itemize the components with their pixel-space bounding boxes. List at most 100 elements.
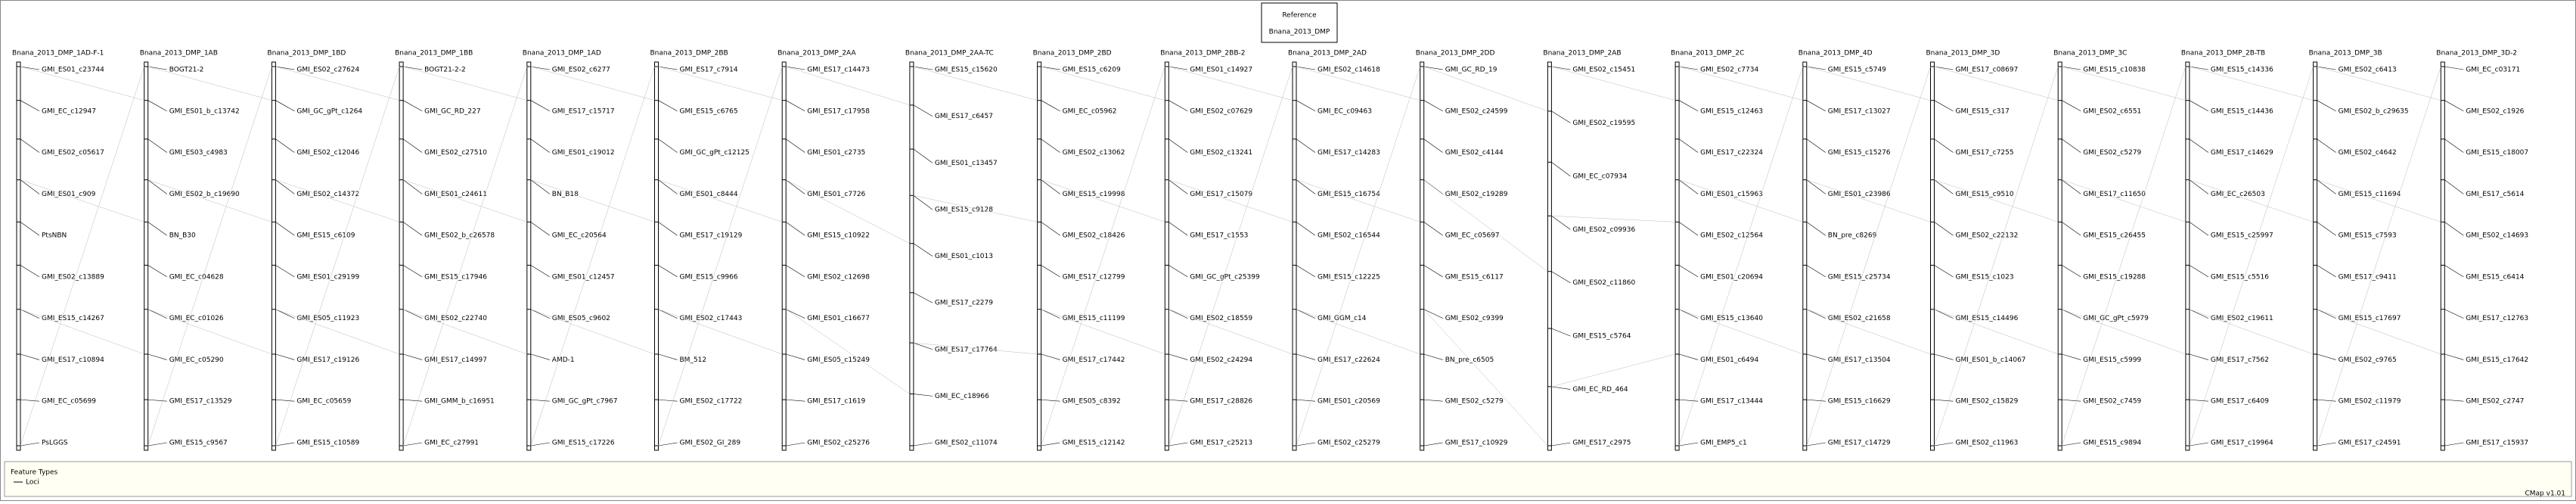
marker-leader <box>530 100 550 112</box>
marker-leader <box>1041 353 1060 360</box>
correspondence-line <box>1169 66 1293 446</box>
marker-label: GMI_ES01_c1013 <box>935 253 993 260</box>
marker-leader <box>1169 138 1188 153</box>
marker-leader <box>658 265 678 278</box>
correspondence-line <box>1423 309 1548 446</box>
marker-label: GMI_ES01_b_c13742 <box>169 107 240 115</box>
correspondence-line <box>530 66 655 101</box>
marker-label: GMI_ES17_c19964 <box>2211 440 2273 447</box>
marker-label: GMI_ES15_c14267 <box>42 315 104 322</box>
marker-leader <box>530 66 550 70</box>
marker-label: GMI_ES15_c5764 <box>1572 333 1631 341</box>
correspondence-line <box>2189 66 2314 446</box>
marker-leader <box>658 66 678 70</box>
correspondence-line <box>786 66 910 106</box>
marker-label: GMI_EC_c05697 <box>1445 232 1500 240</box>
marker-label: GMI_ES01_c20694 <box>1700 273 1763 281</box>
marker-leader <box>1296 353 1316 360</box>
marker-leader <box>147 309 167 319</box>
map-title: Bnana_2013_DMP_1AD <box>523 50 601 58</box>
correspondence-line <box>2062 309 2186 355</box>
correspondence-line <box>1934 309 2059 355</box>
marker-leader <box>1041 100 1060 112</box>
marker-label: GMI_ES17_c28826 <box>1190 398 1252 406</box>
marker-leader <box>2444 100 2464 112</box>
correspondence-line <box>1551 353 1676 387</box>
marker-leader <box>786 442 805 446</box>
marker-label: GMI_ES17_c17764 <box>935 346 998 353</box>
marker-label: GMI_ES02_c4144 <box>1445 149 1504 157</box>
map-title: Bnana_2013_DMP_3B <box>2309 50 2382 58</box>
marker-label: GMI_ES17_c12763 <box>2466 315 2528 322</box>
marker-label: GMI_ES02_c15451 <box>1572 67 1635 74</box>
marker-label: GMI_ES02_c6277 <box>552 67 610 74</box>
marker-label: GMI_ES02_c11860 <box>1572 279 1635 287</box>
marker-label: GMI_EC_c05659 <box>296 398 351 406</box>
map-title: Bnana_2013_DMP_2B-TB <box>2181 50 2265 58</box>
marker-label: GMI_ES15_c7593 <box>2339 232 2397 240</box>
marker-leader <box>2062 222 2081 236</box>
marker-leader <box>1296 399 1316 402</box>
marker-leader <box>530 399 550 402</box>
marker-label: GMI_ES01_c12457 <box>552 273 615 281</box>
marker-leader <box>147 265 167 278</box>
marker-label: BN_B18 <box>552 191 579 198</box>
marker-leader <box>786 66 805 70</box>
marker-leader <box>913 104 933 117</box>
correspondence-line <box>1041 66 1165 101</box>
map-title: Bnana_2013_DMP_4D <box>1799 50 1873 58</box>
reference-name: Bnana_2013_DMP <box>1269 29 1330 36</box>
marker-leader <box>2317 100 2336 112</box>
marker-leader <box>1423 353 1443 360</box>
marker-leader <box>1806 442 1826 446</box>
correspondence-line <box>2189 66 2314 101</box>
marker-leader <box>402 309 423 319</box>
correspondence-line <box>20 66 144 446</box>
map-title: Bnana_2013_DMP_2DD <box>1416 50 1495 58</box>
marker-leader <box>786 265 805 278</box>
correspondence-line <box>1551 66 1676 101</box>
marker-leader <box>275 100 295 112</box>
correspondence-line <box>1806 309 1931 355</box>
marker-leader <box>147 353 167 360</box>
marker-label: GMI_ES15_c17642 <box>2466 356 2528 364</box>
marker-label: GMI_EC_c27991 <box>424 440 479 447</box>
marker-leader <box>20 399 40 402</box>
correspondence-line <box>1041 309 1165 355</box>
marker-label: GMI_ES15_c14436 <box>2211 107 2273 115</box>
marker-leader <box>530 138 550 153</box>
marker-leader <box>402 265 423 278</box>
correspondence-line <box>658 66 783 446</box>
marker-label: GMI_ES01_c14927 <box>1190 67 1252 74</box>
marker-label: GMI_EC_c18966 <box>935 393 989 400</box>
legend-title: Feature Types <box>11 469 58 477</box>
correspondence-line <box>913 342 1038 355</box>
marker-label: GMI_EC_c07934 <box>1572 173 1627 180</box>
marker-leader <box>1934 442 1954 446</box>
marker-label: GMI_ES17_c6457 <box>935 113 993 120</box>
marker-leader <box>2317 222 2336 236</box>
marker-leader <box>20 100 40 112</box>
marker-leader <box>275 265 295 278</box>
marker-label: GMI_EC_c20564 <box>552 232 607 240</box>
marker-leader <box>2189 222 2209 236</box>
marker-leader <box>20 179 40 194</box>
marker-label: GMI_ES17_c14629 <box>2211 149 2273 157</box>
marker-label: GMI_ES02_c16544 <box>1317 232 1380 240</box>
marker-label: GMI_ES02_c13062 <box>1063 149 1125 157</box>
correspondence-line <box>403 179 527 222</box>
marker-label: GMI_ES02_c17722 <box>680 398 743 406</box>
marker-leader <box>786 179 805 194</box>
marker-label: GMI_ES15_c6117 <box>1445 273 1504 281</box>
marker-label: GMI_ES02_c22132 <box>1956 232 2019 240</box>
marker-label: GMI_ES17_c24591 <box>2339 440 2401 447</box>
correspondence-line <box>20 309 144 355</box>
map-title: Bnana_2013_DMP_3D <box>1926 50 2000 58</box>
marker-label: GMI_ES02_c24599 <box>1445 107 1508 115</box>
marker-leader <box>1934 100 1954 112</box>
marker-label: GMI_ES17_c13444 <box>1700 398 1763 406</box>
marker-label: GMI_ES15_c15276 <box>1828 149 1891 157</box>
marker-label: GMI_ES17_c14997 <box>424 356 487 364</box>
marker-leader <box>1296 100 1316 112</box>
marker-label: GMI_ES17_c1553 <box>1190 232 1248 240</box>
